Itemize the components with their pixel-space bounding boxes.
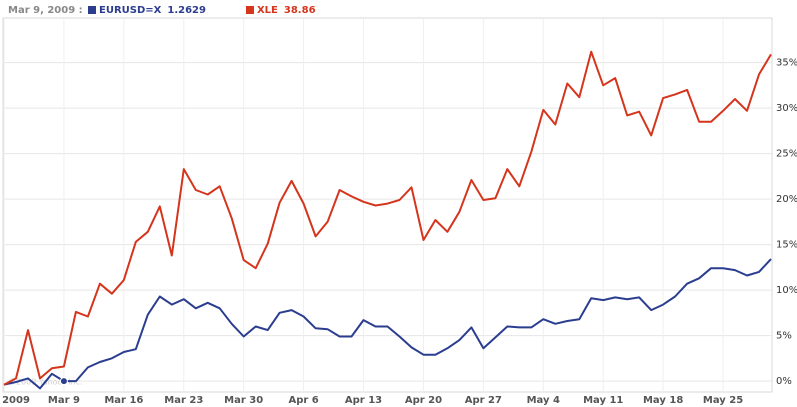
y-tick-label: 5% — [776, 331, 792, 342]
x-tick-label: 2009 — [2, 395, 30, 406]
x-tick-label: Apr 20 — [405, 395, 442, 406]
legend-quote: 1.2629 — [167, 5, 206, 16]
x-tick-label: Mar 9 — [48, 395, 80, 406]
x-tick-label: Apr 6 — [288, 395, 318, 406]
y-tick-label: 35% — [776, 58, 797, 69]
y-tick-label: 0% — [776, 376, 792, 387]
x-tick-label: Apr 13 — [345, 395, 382, 406]
legend-swatch — [245, 6, 254, 14]
legend-name: EURUSD=X — [99, 5, 162, 16]
series-line — [3, 258, 772, 390]
x-tick-label: May 18 — [643, 395, 683, 406]
series-line — [3, 50, 772, 386]
header-date: Mar 9, 2009 : — [8, 5, 83, 16]
legend-swatch — [88, 6, 96, 14]
x-tick-label: May 11 — [583, 395, 623, 406]
cursor-marker — [59, 377, 68, 386]
x-tick-label: May 4 — [527, 395, 560, 406]
plot-frame — [2, 17, 773, 393]
x-tick-label: Mar 30 — [224, 395, 263, 406]
y-tick-label: 30% — [776, 103, 797, 114]
y-tick-label: 25% — [776, 149, 797, 160]
y-tick-label: 10% — [776, 285, 797, 296]
x-tick-label: Mar 16 — [104, 395, 143, 406]
y-tick-label: 20% — [776, 194, 797, 205]
x-tick-label: May 25 — [703, 395, 743, 406]
x-tick-label: Apr 27 — [465, 395, 502, 406]
legend-name: XLE — [257, 5, 278, 16]
y-tick-label: 15% — [776, 240, 797, 251]
legend-quote: 38.86 — [284, 5, 316, 16]
x-tick-label: Mar 23 — [164, 395, 203, 406]
